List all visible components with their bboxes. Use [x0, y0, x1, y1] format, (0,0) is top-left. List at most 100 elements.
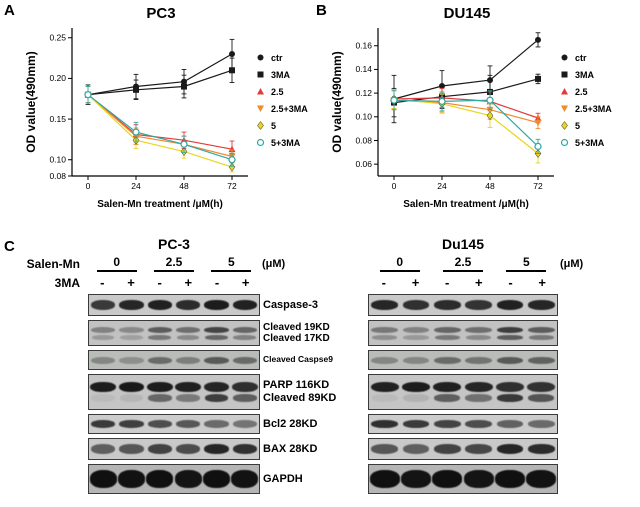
blot-band [465, 444, 493, 455]
blot-strip-left [88, 350, 260, 371]
legend-label: 5+3MA [271, 137, 301, 148]
blot-lane [369, 321, 400, 345]
dose-cell: 2.5 [431, 255, 494, 272]
blot-lane [202, 415, 230, 433]
blot-band [371, 444, 399, 455]
blot-band [119, 326, 144, 333]
blot-band [496, 420, 524, 429]
blot-row: Cleaved 19KD Cleaved 17KD [0, 320, 640, 347]
blot-band [526, 470, 557, 488]
blot-band [403, 334, 429, 340]
blot-row: GAPDH [0, 464, 640, 495]
blot-band [497, 334, 523, 340]
legend-marker-circle [561, 54, 568, 61]
blot-band [434, 334, 460, 340]
pc3-chart-title: PC3 [146, 5, 176, 22]
blot-band [527, 444, 555, 455]
dose-label: 5 [211, 255, 252, 272]
blot-lane [231, 465, 259, 493]
blot-band [371, 356, 398, 364]
blot-lane [494, 351, 525, 369]
blot-band [91, 356, 116, 364]
blot-label: PARP 116KD Cleaved 89KD [260, 379, 368, 404]
svg-text:0.25: 0.25 [49, 33, 66, 43]
blot-lane [202, 439, 230, 459]
svg-text:24: 24 [437, 181, 447, 191]
blot-lane [174, 321, 202, 345]
blot-band [204, 300, 229, 311]
signs-row: - + - + - + [88, 275, 260, 290]
blot-band [175, 444, 201, 455]
legend-marker-triangle-down [257, 105, 264, 112]
svg-text:0.20: 0.20 [49, 73, 66, 83]
blot-band [233, 334, 257, 340]
svg-text:0.10: 0.10 [49, 155, 66, 165]
blot-strip-left [88, 374, 260, 411]
blot-lane [202, 465, 230, 493]
blot-band [370, 382, 399, 393]
blot-band [402, 444, 430, 455]
pc3-legend: ctr 3MA 2.5 2.5+3MA 5 5+3MA [254, 52, 308, 148]
blot-label-line: GAPDH [263, 472, 303, 485]
blot-lane [463, 321, 494, 345]
blot-lane [432, 439, 463, 459]
svg-text:0.16: 0.16 [355, 41, 372, 51]
dose-row: 0 2.5 5 [368, 255, 558, 272]
dose-header-row: Salen-Mn 0 2.5 5 (μM) 0 2.5 5 (μM) [0, 255, 640, 272]
blot-band [90, 444, 116, 455]
blot-lane [463, 351, 494, 369]
legend-item: 2.5 [558, 86, 612, 97]
blot-label-line: Bcl2 28KD [263, 417, 318, 430]
legend-item: 5+3MA [558, 137, 612, 148]
dose-label: 2.5 [442, 255, 483, 272]
blot-band [204, 444, 229, 455]
blot-label: GAPDH [260, 473, 368, 486]
blot-band [496, 300, 524, 311]
blot-lane [369, 415, 400, 433]
blot-band [90, 420, 116, 429]
blot-lane [432, 415, 463, 433]
blot-band [434, 394, 461, 402]
blot-band [465, 420, 493, 429]
blot-band [147, 356, 172, 364]
blot-label-line: Caspase-3 [263, 298, 319, 311]
blot-band [118, 470, 145, 488]
blot-label-line: Cleaved 17KD [263, 333, 330, 345]
blot-lane [89, 439, 117, 459]
blot-lane [369, 439, 400, 459]
blot-band [496, 356, 524, 364]
legend-item: 5 [254, 120, 308, 131]
blot-lane [494, 465, 525, 493]
blot-band [433, 300, 461, 311]
blot-strip-left [88, 414, 260, 435]
blot-group-title-left: PC-3 [158, 236, 190, 252]
blot-lane [146, 375, 174, 409]
blot-band [371, 420, 399, 429]
blot-band [204, 326, 229, 333]
blot-band [528, 334, 554, 340]
legend-marker-square [257, 71, 264, 78]
blot-lane [117, 321, 145, 345]
legend-label: 2.5 [271, 86, 284, 97]
legend-label: 2.5 [575, 86, 588, 97]
blot-band [90, 382, 116, 393]
legend-marker-diamond [561, 121, 568, 130]
blot-lane [494, 375, 525, 409]
western-blot-panel: PC-3 Du145 Salen-Mn 0 2.5 5 (μM) 0 2.5 5 (μM) 3MA - +… [0, 236, 640, 498]
blot-band [496, 394, 524, 402]
blot-band [433, 444, 461, 455]
blot-label-line: Cleaved 89KD [263, 392, 337, 405]
blot-lane [174, 375, 202, 409]
blot-lane [174, 295, 202, 315]
blot-lane [89, 375, 117, 409]
blot-lane [432, 351, 463, 369]
blot-band [147, 382, 173, 393]
blot-band [465, 356, 492, 364]
blot-band [146, 470, 174, 488]
panel-c-marker: C [4, 238, 15, 255]
svg-text:72: 72 [227, 181, 237, 191]
lane-sign: + [475, 274, 483, 290]
blot-band [464, 382, 493, 393]
blot-band [232, 356, 257, 364]
